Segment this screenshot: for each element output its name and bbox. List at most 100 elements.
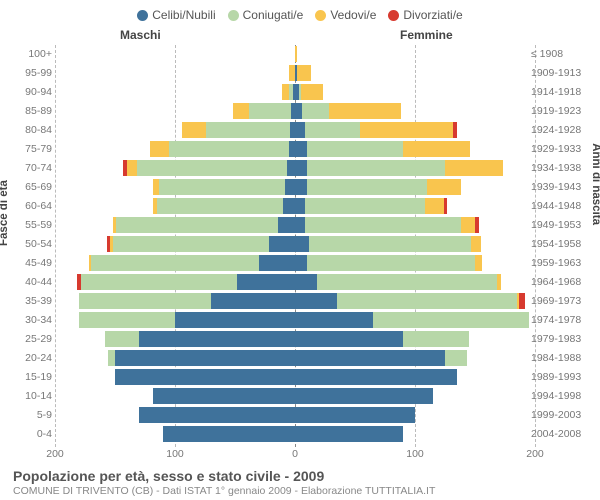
male-bar [55,369,295,385]
segment-ved [295,46,297,62]
segment-con [137,160,287,176]
segment-con [307,141,403,157]
female-bar [295,179,535,195]
male-bar [55,312,295,328]
segment-cel [295,141,307,157]
segment-cel [295,331,403,347]
segment-cel [295,350,445,366]
age-label: 80-84 [12,121,52,140]
legend-item: Vedovi/e [315,8,376,22]
age-row [55,235,535,254]
segment-cel [295,179,307,195]
male-bar [55,103,295,119]
birth-label: 1984-1988 [531,349,586,368]
age-label: 95-99 [12,64,52,83]
male-bar [55,255,295,271]
age-row [55,254,535,273]
segment-con [307,255,475,271]
male-bar [55,46,295,62]
segment-cel [211,293,295,309]
male-bar [55,160,295,176]
age-row [55,121,535,140]
age-row [55,387,535,406]
birth-label: 1924-1928 [531,121,586,140]
male-bar [55,274,295,290]
age-row [55,178,535,197]
segment-cel [285,179,295,195]
segment-con [249,103,291,119]
age-label: 20-24 [12,349,52,368]
segment-cel [295,369,457,385]
legend-swatch [228,10,239,21]
segment-ved [425,198,444,214]
age-row [55,406,535,425]
segment-cel [295,103,302,119]
segment-cel [295,426,403,442]
segment-cel [259,255,295,271]
segment-con [305,198,425,214]
female-bar [295,350,535,366]
age-row [55,45,535,64]
segment-cel [237,274,295,290]
female-bar [295,407,535,423]
female-bar [295,103,535,119]
birth-label: 1919-1923 [531,102,586,121]
segment-con [113,236,269,252]
male-bar [55,388,295,404]
segment-ved [475,255,482,271]
x-tick: 200 [46,448,64,460]
segment-ved [282,84,289,100]
x-tick: 0 [292,448,298,460]
female-bar [295,236,535,252]
legend-label: Coniugati/e [243,8,304,22]
segment-ved [471,236,481,252]
age-label: 100+ [12,45,52,64]
segment-con [105,331,139,347]
age-row [55,64,535,83]
birth-label: 1994-1998 [531,387,586,406]
birth-label: 1934-1938 [531,159,586,178]
segment-ved [329,103,401,119]
age-label: 40-44 [12,273,52,292]
age-row [55,311,535,330]
segment-con [445,350,467,366]
age-row [55,292,535,311]
segment-ved [301,84,323,100]
legend-label: Divorziati/e [403,8,462,22]
female-bar [295,388,535,404]
male-bar [55,122,295,138]
segment-cel [295,312,373,328]
male-bar [55,426,295,442]
age-label: 45-49 [12,254,52,273]
female-bar [295,65,535,81]
segment-con [309,236,471,252]
birth-label: 1939-1943 [531,178,586,197]
segment-ved [182,122,206,138]
segment-cel [295,255,307,271]
segment-cel [153,388,295,404]
age-row [55,368,535,387]
segment-cel [295,293,337,309]
segment-ved [497,274,502,290]
segment-cel [283,198,295,214]
female-bar [295,217,535,233]
birth-label: 1944-1948 [531,197,586,216]
header-female: Femmine [400,28,453,42]
age-label: 10-14 [12,387,52,406]
segment-con [159,179,285,195]
chart-area [55,45,535,447]
age-label: 0-4 [12,425,52,444]
segment-cel [295,198,305,214]
segment-ved [233,103,250,119]
female-bar [295,122,535,138]
legend-swatch [315,10,326,21]
segment-cel [115,350,295,366]
segment-cel [163,426,295,442]
segment-cel [278,217,295,233]
header-male: Maschi [120,28,161,42]
birth-label: 2004-2008 [531,425,586,444]
age-label: 70-74 [12,159,52,178]
segment-cel [295,388,433,404]
segment-cel [269,236,295,252]
birth-label: 1964-1968 [531,273,586,292]
